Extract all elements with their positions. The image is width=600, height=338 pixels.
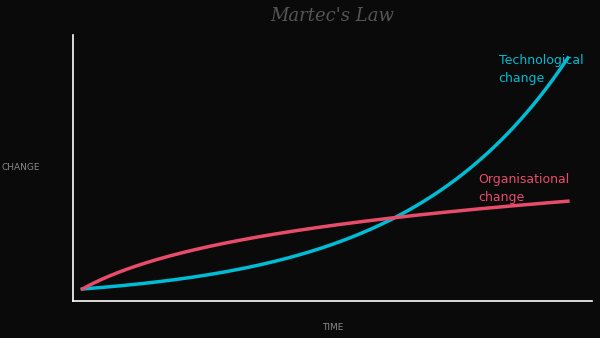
Text: TIME: TIME [322, 322, 343, 332]
Text: CHANGE: CHANGE [2, 163, 40, 172]
Title: Martec's Law: Martec's Law [271, 7, 394, 25]
Text: Technological
change: Technological change [499, 54, 583, 85]
Text: Organisational
change: Organisational change [478, 173, 569, 204]
